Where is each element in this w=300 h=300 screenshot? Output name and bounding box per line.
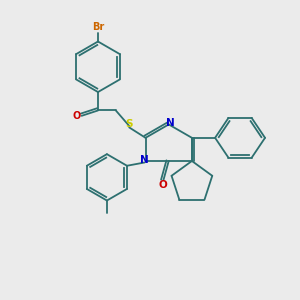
- Text: O: O: [158, 180, 167, 190]
- Text: N: N: [140, 154, 148, 164]
- Text: S: S: [125, 118, 133, 128]
- Text: O: O: [72, 111, 80, 121]
- Text: N: N: [166, 118, 175, 128]
- Text: Br: Br: [92, 22, 104, 32]
